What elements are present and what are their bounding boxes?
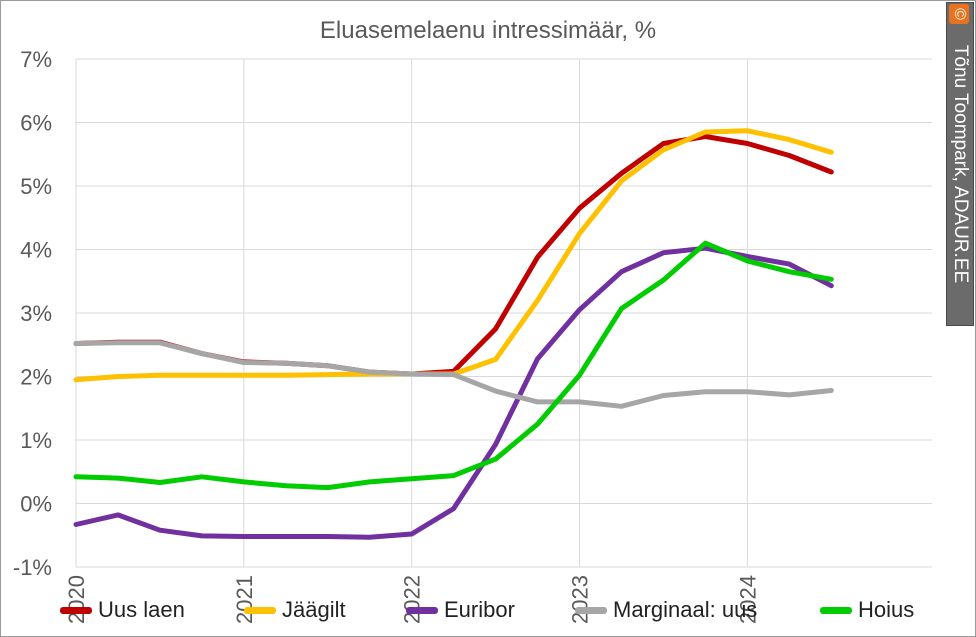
legend-swatch: [406, 606, 438, 614]
series-line-euribor: [73, 245, 834, 540]
legend-swatch: [575, 606, 607, 614]
legend-swatch: [820, 606, 852, 614]
y-tick-label: 4%: [20, 238, 52, 263]
legend-swatch: [244, 606, 276, 614]
x-tick-label: 2021: [232, 575, 257, 624]
y-tick-label: -1%: [13, 555, 52, 580]
copyright-icon: ©: [949, 4, 969, 24]
y-tick-label: 5%: [20, 174, 52, 199]
y-tick-label: 2%: [20, 365, 52, 390]
legend-label: Euribor: [444, 597, 515, 622]
legend-item: Marginaal: uus: [575, 596, 757, 624]
y-tick-label: 7%: [20, 47, 52, 72]
legend-swatch: [60, 606, 92, 614]
watermark: Tõnu Toompark, ADAUR.EE: [946, 2, 974, 326]
series-lines: [73, 128, 834, 540]
x-tick-label: 2020: [64, 575, 89, 624]
series-line-marginaal-uus: [73, 340, 834, 409]
x-tick-label: 2022: [400, 575, 425, 624]
y-tick-label: 3%: [20, 301, 52, 326]
x-axis-ticks: 2020 2021 2022 2023 2024: [64, 575, 760, 624]
legend-label: Hoius: [858, 597, 915, 622]
y-axis-ticks: -1% 0% 1% 2% 3% 4% 5% 6% 7%: [13, 47, 52, 580]
legend-item: Hoius: [820, 596, 914, 624]
chart-title: Eluasemelaenu intressimäär, %: [320, 17, 656, 44]
legend-item: Euribor: [406, 596, 515, 624]
legend-item: Uus laen: [60, 596, 185, 624]
y-tick-label: 1%: [20, 428, 52, 453]
series-line-uus-laen: [73, 134, 834, 377]
legend-label: Uus laen: [98, 597, 185, 622]
y-tick-label: 6%: [20, 111, 52, 136]
y-tick-label: 0%: [20, 492, 52, 517]
watermark-text: Tõnu Toompark, ADAUR.EE: [950, 44, 971, 284]
x-tick-label: 2023: [568, 575, 593, 624]
series-line-hoius: [73, 240, 834, 491]
legend-label: Jäägilt: [282, 597, 346, 622]
x-tick-label: 2024: [735, 575, 760, 624]
series-line-jäägilt: [73, 128, 834, 383]
legend-label: Marginaal: uus: [613, 597, 758, 622]
legend-item: Jäägilt: [244, 596, 346, 624]
